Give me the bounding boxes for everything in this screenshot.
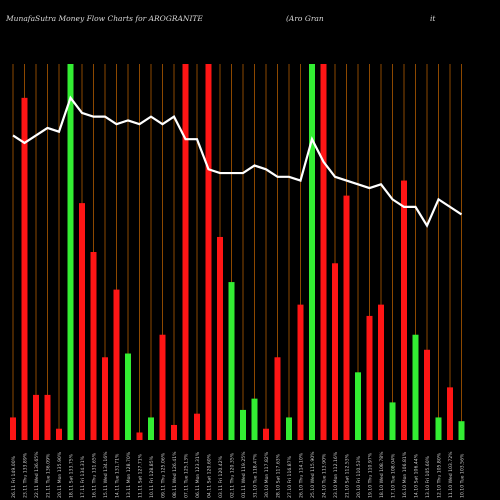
bar-up xyxy=(240,409,246,440)
x-tick-label: 17.11 Fri 134.31% xyxy=(80,455,86,498)
bar-down xyxy=(366,315,373,440)
x-tick-label: 11.10 Wed 103.72% xyxy=(448,451,454,498)
x-tick-label: 10.10 Tue 103.56% xyxy=(460,453,466,498)
x-tick-label: 23.10 Mon 112.16% xyxy=(333,451,339,498)
bar-down xyxy=(182,64,189,440)
bar-down xyxy=(343,195,350,440)
x-tick-label: 31.10 Tue 118.47% xyxy=(253,453,259,498)
bar-down xyxy=(274,357,281,440)
bar-down xyxy=(79,203,85,440)
x-tick-label: 30.10 Mon 117.82% xyxy=(264,451,270,498)
chart-subtitle: (Aro Gran xyxy=(286,14,324,23)
x-tick-label: 06.11 Mon 123.31% xyxy=(195,451,201,498)
x-tick-label: 20.10 Fri 110.53% xyxy=(356,455,362,498)
bar-down xyxy=(171,424,177,440)
bar-down xyxy=(136,432,143,440)
bar-down xyxy=(102,357,108,440)
bar-down xyxy=(424,349,430,440)
x-tick-label: 18.11 Sat 133.75% xyxy=(69,453,75,498)
bar-down xyxy=(332,263,338,440)
x-tick-label: 09.11 Thu 125.06% xyxy=(161,452,167,498)
bar-up xyxy=(67,64,74,440)
bar-down xyxy=(44,394,51,440)
x-tick-label: 14.10 Sat 106.44% xyxy=(414,453,420,498)
bar-down xyxy=(320,64,327,440)
bar-down xyxy=(263,428,269,440)
chart-title: MunafaSutra Money Flow Charts for AROGRA… xyxy=(6,14,203,23)
x-tick-label: 21.11 Tue 136.09% xyxy=(46,453,52,498)
x-tick-label: 21.10 Sat 112.53% xyxy=(345,453,351,498)
x-tick-label: 18.10 Wed 108.78% xyxy=(379,451,385,498)
bar-up xyxy=(309,64,315,440)
price-line xyxy=(12,95,463,229)
x-tick-label: 16.10 Mon 106.81% xyxy=(402,451,408,498)
bar-up xyxy=(228,282,235,440)
x-tick-label: 02.11 Thu 120.35% xyxy=(230,452,236,498)
bar-up xyxy=(435,417,442,440)
x-tick-label: 13.10 Fri 105.60% xyxy=(425,455,431,498)
bar-down xyxy=(447,387,453,440)
x-tick-label: 22.11 Wed 136.65% xyxy=(34,451,40,498)
bar-up xyxy=(251,398,258,440)
bar-down xyxy=(33,394,39,440)
x-tick-label: 15.11 Wed 134.16% xyxy=(103,451,109,498)
x-tick-label: 04.11 Sat 120.60% xyxy=(207,453,213,498)
x-tick-label: 26.10 Thu 114.10% xyxy=(299,452,305,498)
x-tick-label: 19.10 Thu 110.97% xyxy=(368,452,374,498)
bar-down xyxy=(113,289,120,440)
chart-bars xyxy=(10,64,465,440)
bar-down xyxy=(56,428,62,440)
bar-up xyxy=(148,417,154,440)
x-tick-label: 01.11 Wed 119.25% xyxy=(241,451,247,498)
chart-title-suffix: it xyxy=(430,14,436,23)
bar-down xyxy=(90,252,97,440)
x-tick-label: 10.11 Fri 128.85% xyxy=(149,455,155,498)
x-tick-label: 26.11 Fri 149.00% xyxy=(11,455,17,498)
x-tick-label: 20.11 Mon 135.90% xyxy=(57,451,63,498)
x-tick-label: 24.10 Tue 113.90% xyxy=(322,453,328,498)
x-tick-label: 27.10 Fri 116.87% xyxy=(287,455,293,498)
bar-down xyxy=(205,64,212,440)
bar-down xyxy=(217,236,223,440)
x-tick-label: 14.11 Tue 131.71% xyxy=(115,453,121,498)
bar-up xyxy=(389,402,396,440)
x-tick-label: 17.10 Tue 108.04% xyxy=(391,453,397,498)
x-tick-label: 23.11 Thu 133.89% xyxy=(23,452,29,498)
bar-down xyxy=(401,180,407,440)
x-tick-label: 13.11 Mon 128.70% xyxy=(126,451,132,498)
x-tick-label: 07.11 Tue 125.13% xyxy=(184,453,190,498)
bar-up xyxy=(355,372,361,440)
bar-up xyxy=(125,353,131,440)
bar-down xyxy=(297,304,304,440)
bar-up xyxy=(458,421,465,440)
x-tick-label: 11.11 Sat 127.71% xyxy=(138,453,144,498)
x-tick-label: 25.10 Wed 115.90% xyxy=(310,451,316,498)
bar-up xyxy=(412,334,419,440)
bar-down xyxy=(194,413,200,440)
x-tick-label: 12.10 Thu 105.80% xyxy=(437,452,443,498)
x-tick-label: 16.11 Thu 131.65% xyxy=(92,452,98,498)
x-axis-labels: 26.11 Fri 149.00% 23.11 Thu 133.89% 22.11 … xyxy=(11,451,466,498)
bar-down xyxy=(10,417,16,440)
bar-down xyxy=(159,334,166,440)
x-tick-label: 08.11 Wed 126.41% xyxy=(172,451,178,498)
bar-up xyxy=(286,417,292,440)
bar-down xyxy=(378,304,384,440)
x-tick-label: 28.10 Sat 117.63% xyxy=(276,453,282,498)
x-tick-label: 03.11 Fri 120.42% xyxy=(218,455,224,498)
bar-down xyxy=(21,97,28,440)
